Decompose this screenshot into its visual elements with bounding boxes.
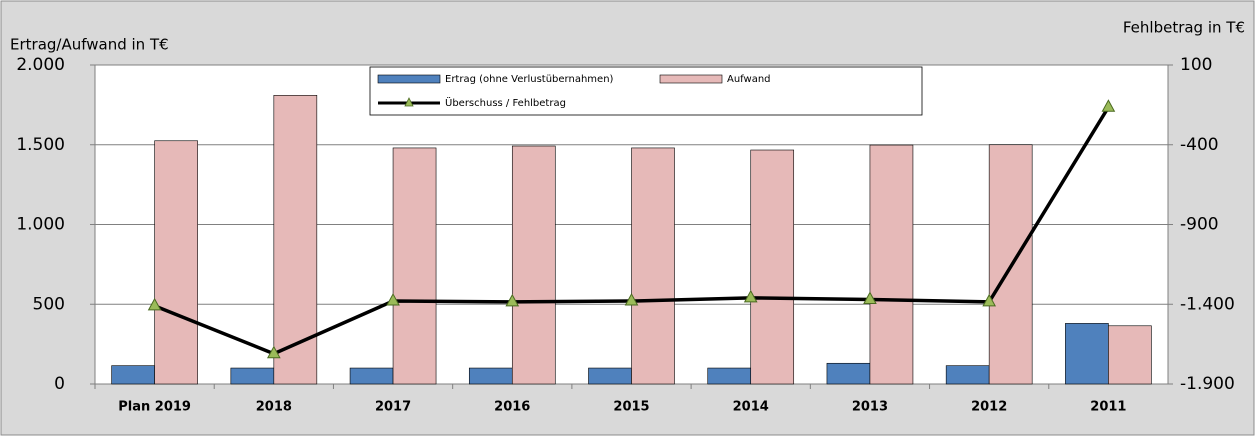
x-tick-label: 2012	[971, 400, 1007, 415]
legend-swatch	[659, 74, 723, 84]
line-marker	[863, 291, 877, 304]
bar	[273, 95, 318, 385]
y-tick-label: 1.000	[16, 215, 65, 235]
bar	[1108, 325, 1152, 385]
legend-label: Ertrag (ohne Verlustübernahmen)	[445, 74, 614, 85]
y2-tick-label: -1.400	[1180, 294, 1235, 314]
x-tick-label: 2015	[613, 400, 649, 415]
bar	[154, 140, 198, 385]
legend-label: Aufwand	[727, 74, 771, 85]
bar	[111, 365, 155, 385]
legend-marker	[404, 97, 414, 107]
bar	[631, 147, 675, 385]
x-tick-label: Plan 2019	[118, 400, 191, 415]
y-tick-label: 0	[54, 374, 65, 394]
legend-box	[369, 66, 923, 116]
x-tick-label: 2017	[375, 400, 411, 415]
x-tick-label: 2011	[1090, 400, 1126, 415]
y-axis-title: Ertrag/Aufwand in T€	[10, 36, 169, 54]
y2-axis-title: Fehlbetrag in T€	[1123, 19, 1245, 37]
bar	[750, 149, 795, 385]
y2-tick-label: -400	[1180, 135, 1219, 155]
bar	[707, 367, 752, 385]
bar	[588, 367, 632, 385]
x-tick-label: 2018	[256, 400, 292, 415]
line-marker	[624, 293, 639, 306]
bar	[468, 367, 513, 385]
y2-tick-label: -1.900	[1180, 374, 1235, 394]
bar	[511, 145, 556, 385]
y-tick-label: 2.000	[16, 55, 65, 75]
bar	[349, 367, 394, 385]
x-tick-label: 2014	[733, 400, 769, 415]
x-tick-label: 2016	[494, 400, 530, 415]
line-marker	[386, 293, 400, 306]
y2-tick-label: 100	[1180, 55, 1212, 75]
line-marker	[982, 293, 997, 307]
y-tick-label: 500	[33, 294, 65, 314]
line-marker	[505, 293, 520, 307]
line-marker	[147, 297, 162, 311]
legend-label: Überschuss / Fehlbetrag	[445, 96, 566, 109]
line-marker	[266, 345, 281, 359]
legend-swatch	[377, 74, 441, 84]
x-tick-label: 2013	[852, 400, 888, 415]
bar	[869, 144, 914, 385]
bar	[1065, 323, 1109, 385]
bar	[826, 362, 871, 385]
y-tick-label: 1.500	[16, 135, 65, 155]
bar	[230, 367, 275, 385]
y2-tick-label: -900	[1180, 215, 1219, 235]
line-marker	[743, 289, 758, 303]
line-marker	[1101, 99, 1116, 112]
bar	[945, 365, 990, 385]
bar	[392, 147, 437, 385]
